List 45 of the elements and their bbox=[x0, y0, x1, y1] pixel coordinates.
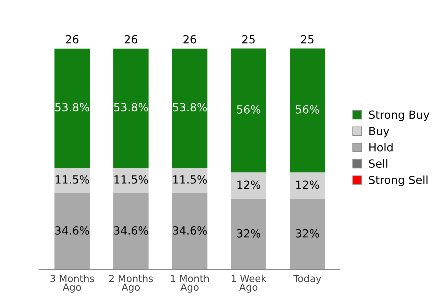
data-label: 53.8% bbox=[173, 103, 208, 112]
data-label: 34.6% bbox=[56, 226, 90, 235]
bar bbox=[172, 168, 208, 194]
legend-label: Sell bbox=[369, 159, 388, 168]
legend-label: Buy bbox=[370, 127, 390, 138]
bar bbox=[231, 199, 266, 270]
legend-label: Hold bbox=[370, 143, 393, 152]
data-label: 34.6% bbox=[173, 226, 208, 235]
legend-label: Strong Sell bbox=[369, 176, 428, 186]
bar bbox=[54, 48, 90, 168]
data-label: 53.8% bbox=[114, 103, 148, 112]
data-label: 11.5% bbox=[56, 176, 90, 184]
bar bbox=[231, 172, 266, 200]
annotation: 26 bbox=[184, 35, 196, 44]
data-label: 56% bbox=[237, 105, 261, 114]
bar bbox=[290, 172, 326, 200]
bar bbox=[290, 48, 326, 173]
bar bbox=[114, 168, 149, 194]
bar bbox=[172, 48, 208, 168]
bar bbox=[114, 193, 149, 270]
annotation: 25 bbox=[301, 35, 314, 44]
annotation: 26 bbox=[124, 35, 138, 44]
bar bbox=[114, 48, 149, 168]
x-tick-label: 2 Months Ago bbox=[109, 274, 154, 293]
bar bbox=[172, 193, 208, 270]
data-label: 32% bbox=[237, 229, 261, 238]
data-label: 53.8% bbox=[56, 103, 90, 112]
data-label: 56% bbox=[296, 105, 320, 114]
bar bbox=[54, 193, 90, 270]
legend-label: Strong Buy bbox=[369, 110, 430, 122]
x-tick-label: Today bbox=[294, 274, 322, 284]
data-label: 32% bbox=[296, 229, 320, 238]
data-label: 12% bbox=[238, 180, 261, 190]
data-label: 11.5% bbox=[114, 176, 148, 184]
bar bbox=[54, 168, 90, 194]
bar bbox=[290, 199, 326, 270]
annotation: 26 bbox=[66, 35, 79, 44]
x-tick-label: 1 Month Ago bbox=[171, 274, 210, 293]
annotation: 25 bbox=[242, 35, 255, 44]
data-label: 34.6% bbox=[114, 226, 148, 235]
bar bbox=[231, 48, 266, 173]
data-label: 12% bbox=[296, 180, 320, 190]
x-tick-label: 3 Months Ago bbox=[50, 274, 94, 293]
x-tick-label: 1 Week Ago bbox=[232, 274, 267, 293]
data-label: 11.5% bbox=[174, 176, 208, 184]
